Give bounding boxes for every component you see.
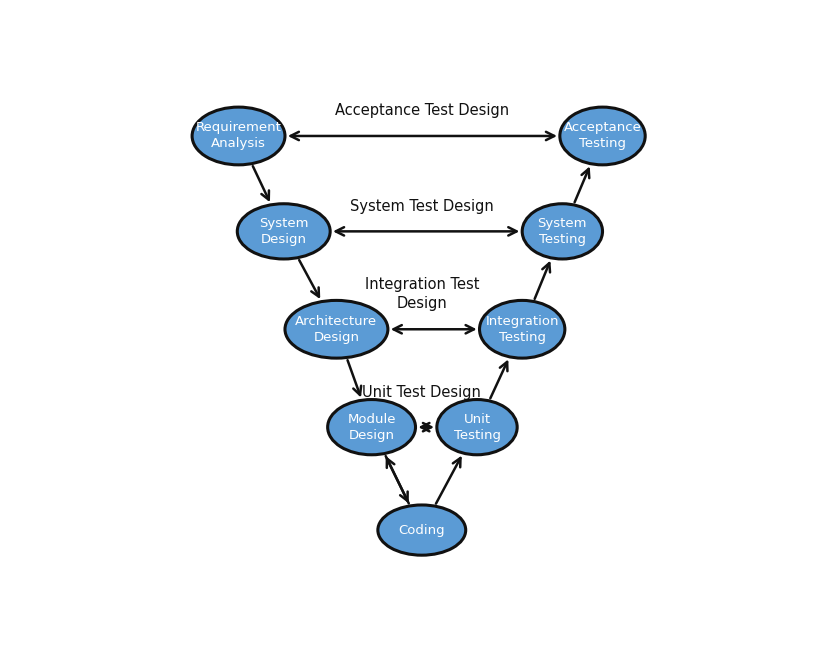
Ellipse shape — [437, 400, 517, 455]
Text: System
Design: System Design — [259, 217, 309, 246]
Ellipse shape — [192, 107, 285, 165]
Text: System Test Design: System Test Design — [350, 199, 494, 214]
Text: Integration
Testing: Integration Testing — [486, 315, 559, 344]
Text: Requirement
Analysis: Requirement Analysis — [196, 121, 281, 151]
Ellipse shape — [523, 203, 602, 259]
Ellipse shape — [378, 505, 466, 556]
Ellipse shape — [560, 107, 645, 165]
Text: Unit
Testing: Unit Testing — [453, 413, 500, 441]
Ellipse shape — [285, 301, 388, 358]
Text: Coding: Coding — [398, 524, 445, 537]
Text: Unit Test Design: Unit Test Design — [362, 385, 481, 400]
Text: Integration Test
Design: Integration Test Design — [365, 277, 479, 311]
Text: System
Testing: System Testing — [537, 217, 587, 246]
Text: Acceptance Test Design: Acceptance Test Design — [335, 104, 509, 119]
Ellipse shape — [328, 400, 416, 455]
Ellipse shape — [237, 203, 330, 259]
Text: Architecture
Design: Architecture Design — [295, 315, 378, 344]
Text: Acceptance
Testing: Acceptance Testing — [564, 121, 641, 151]
Ellipse shape — [480, 301, 565, 358]
Text: Module
Design: Module Design — [347, 413, 396, 441]
